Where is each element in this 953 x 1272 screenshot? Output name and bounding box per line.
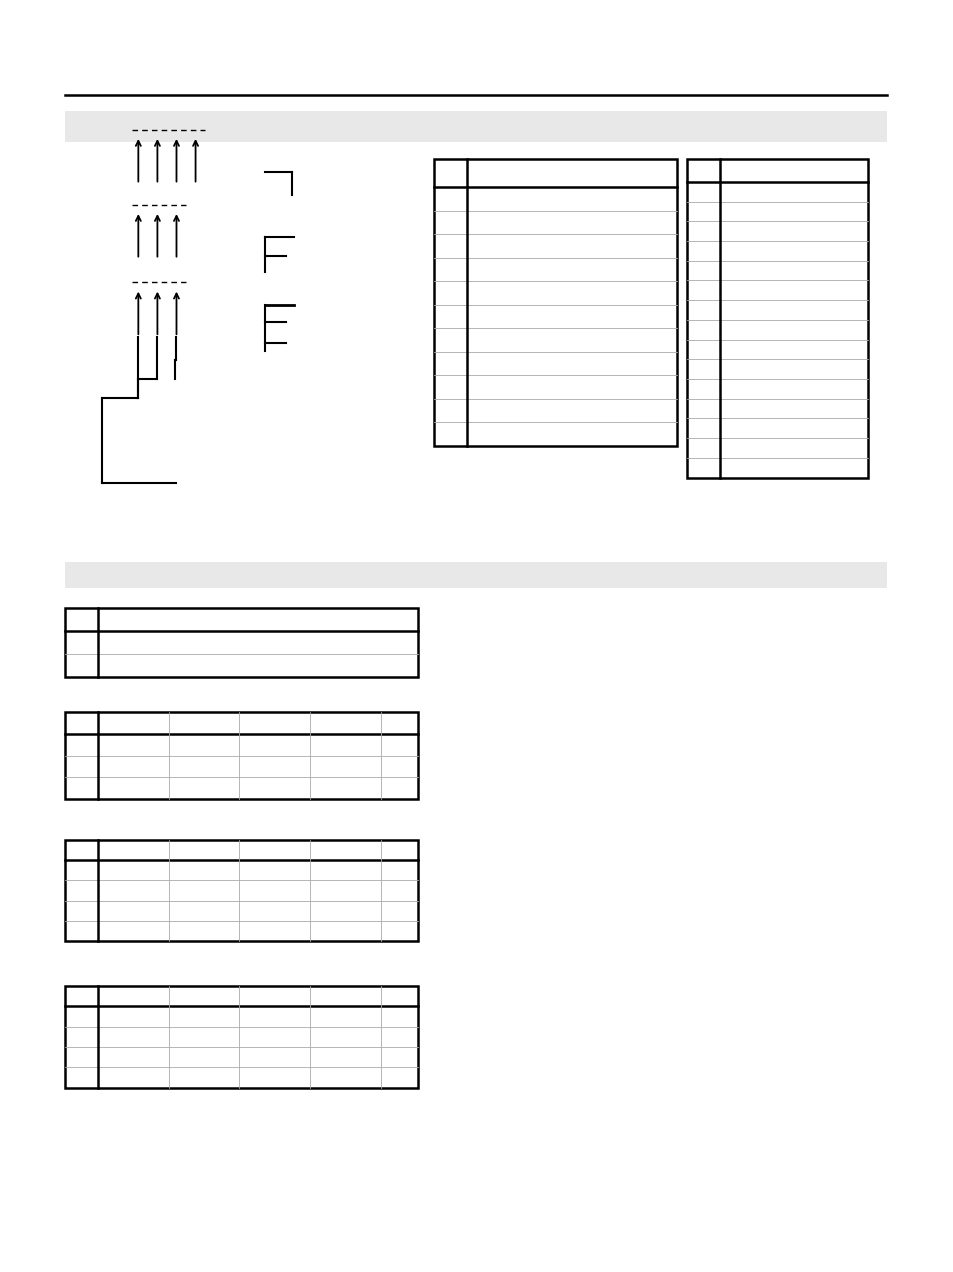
- Bar: [65, 840, 417, 941]
- Bar: [65, 712, 417, 799]
- Bar: [65, 608, 417, 677]
- Bar: [686, 159, 867, 477]
- Bar: [434, 159, 677, 445]
- Bar: [65, 111, 886, 142]
- Bar: [65, 986, 417, 1088]
- Bar: [65, 562, 886, 588]
